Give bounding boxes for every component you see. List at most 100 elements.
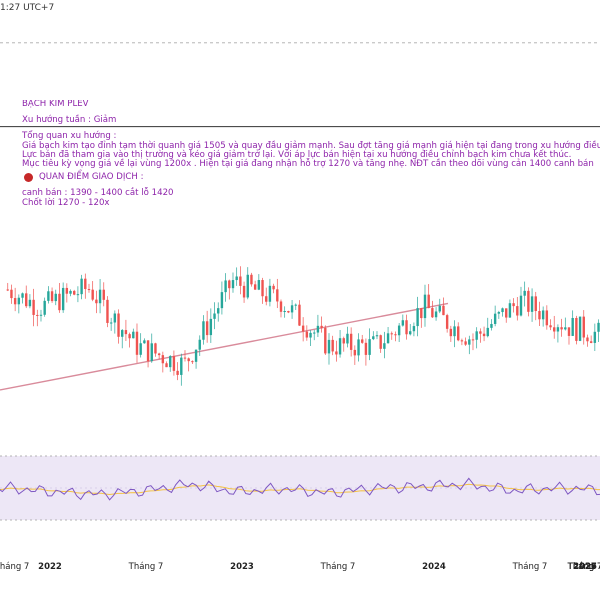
candle-body (438, 305, 441, 312)
candle-body (527, 290, 530, 312)
candle-body (394, 334, 397, 336)
candle-body (490, 323, 493, 328)
candle-body (305, 331, 309, 338)
candle-body (556, 327, 560, 332)
candle-body (530, 296, 534, 312)
candle-body (253, 284, 257, 290)
candle-body (375, 335, 379, 337)
red-dot-icon (24, 173, 33, 183)
candle-body (17, 297, 21, 305)
candle-body (231, 280, 235, 289)
x-tick-label: Tháng 7 (567, 562, 600, 572)
candle-body (180, 357, 183, 375)
candle-body (154, 343, 157, 354)
candle-body (597, 322, 600, 332)
candle-body (368, 339, 371, 355)
candle-body (80, 278, 83, 295)
candle-body (246, 274, 249, 298)
candle-body (139, 343, 142, 355)
take-profit-text: Chốt lời 1270 - 120x (22, 197, 110, 208)
candle-body (449, 328, 453, 337)
candle-body (571, 317, 574, 336)
x-tick-label: 2023 (230, 562, 254, 572)
candle-body (519, 295, 523, 316)
candle-body (36, 314, 39, 316)
candle-body (117, 313, 120, 337)
candle-body (10, 289, 13, 299)
candle-body (61, 287, 65, 311)
candle-body (379, 335, 382, 349)
candle-body (331, 339, 334, 352)
candle-body (220, 292, 224, 309)
candle-body (327, 339, 331, 354)
candle-body (434, 311, 438, 318)
candle-body (468, 339, 471, 345)
candle-body (21, 293, 24, 298)
trade-view-label: QUAN ĐIỂM GIAO DỊCH : (39, 172, 144, 183)
candle-body (464, 341, 467, 345)
candle-body (431, 308, 434, 318)
candle-body (287, 311, 290, 313)
candle-body (372, 336, 375, 340)
candle-body (497, 312, 501, 314)
chart-timestamp: 1:27 UTC+7 (0, 3, 55, 13)
candle-body (87, 289, 91, 291)
candle-body (283, 311, 286, 313)
candle-body (102, 289, 105, 300)
candle-body (457, 326, 460, 341)
support-trendline (0, 302, 449, 391)
candle-body (324, 327, 327, 354)
candle-body (157, 353, 161, 356)
candle-body (143, 340, 146, 344)
overview-line-3: Mục tiêu kỳ vọng giá về lại vùng 1200x .… (22, 159, 594, 170)
candle-body (135, 331, 139, 355)
candle-body (545, 310, 549, 326)
candle-body (416, 308, 419, 327)
candle-body (501, 308, 504, 313)
candle-body (65, 287, 69, 294)
candle-body (342, 338, 345, 344)
candle-body (453, 326, 456, 337)
candle-body (505, 308, 508, 318)
candle-body (146, 340, 150, 362)
candle-body (471, 339, 475, 341)
candle-body (386, 333, 390, 344)
candle-body (169, 356, 172, 368)
candle-body (420, 308, 423, 319)
candle-body (401, 320, 405, 326)
x-tick-label: 2027 (573, 562, 597, 572)
x-tick-label: Tháng 7 (567, 562, 600, 572)
candle-body (508, 303, 512, 318)
candle-body (593, 331, 597, 343)
candle-body (320, 325, 323, 328)
candle-body (58, 293, 61, 311)
candle-body (6, 289, 9, 291)
candle-body (73, 290, 76, 295)
candle-body (353, 349, 357, 356)
candle-body (43, 300, 46, 315)
candle-body (191, 361, 194, 363)
candle-body (217, 308, 220, 314)
rsi-line (0, 477, 600, 501)
candle-body (257, 280, 261, 290)
candle-body (309, 332, 312, 338)
x-tick-label: Tháng 7 (512, 562, 548, 572)
candle-body (338, 338, 342, 355)
candle-body (250, 274, 253, 285)
candle-body (198, 339, 201, 350)
x-tick-label: Tháng 7 (0, 562, 30, 572)
candle-body (265, 296, 268, 302)
candle-body (479, 331, 482, 334)
candle-body (534, 296, 537, 312)
candle-body (209, 318, 213, 336)
candle-body (294, 304, 297, 306)
sell-zone-text: canh bán : 1390 - 1400 cắt lỗ 1420 (22, 188, 174, 199)
candle-body (76, 294, 80, 296)
candle-body (397, 325, 401, 336)
candle-body (69, 290, 72, 294)
candle-body (176, 370, 179, 375)
rsi-moving-average (0, 483, 600, 496)
candle-body (50, 291, 54, 302)
candle-body (109, 322, 113, 324)
